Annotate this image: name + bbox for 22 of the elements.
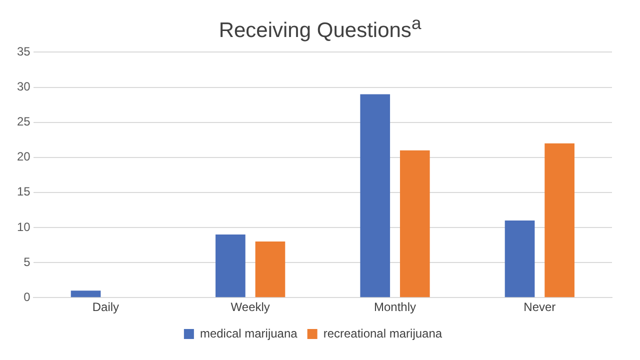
y-tick-label: 0 [24, 290, 31, 304]
bar [70, 290, 101, 298]
x-tick-label: Daily [92, 300, 120, 314]
y-tick-label: 15 [16, 184, 31, 199]
x-tick-label: Monthly [374, 300, 416, 314]
legend-label: recreational marijuana [323, 326, 442, 340]
y-tick-label: 5 [24, 254, 31, 269]
x-tick-label: Never [524, 300, 556, 314]
bar [400, 150, 430, 298]
bar [504, 220, 535, 298]
y-tick-label: 30 [16, 80, 31, 94]
y-tick-label: 10 [16, 220, 31, 234]
bar [360, 94, 390, 298]
bar [255, 242, 286, 298]
chart-title: Receiving Questions$^{a}$ [218, 12, 422, 42]
bar [544, 143, 574, 298]
y-tick-label: 20 [16, 150, 31, 164]
x-tick-label: Weekly [230, 300, 270, 314]
bar [216, 234, 246, 298]
legend-label: medical marijuana [200, 326, 298, 340]
y-tick-label: 25 [16, 114, 31, 129]
y-tick-label: 35 [16, 44, 31, 59]
